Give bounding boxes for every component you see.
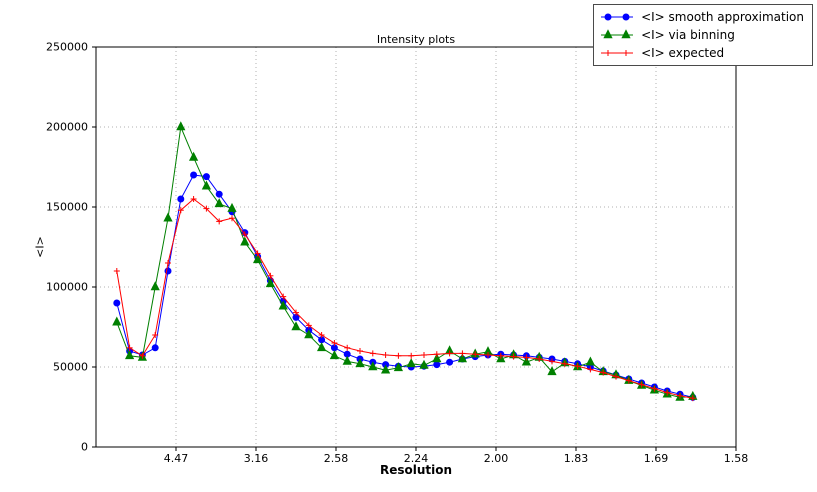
- triangle-marker-icon: [201, 180, 212, 190]
- chart-title: Intensity plots: [376, 33, 456, 46]
- triangle-marker-icon: [380, 364, 391, 374]
- triangle-marker-icon: [621, 29, 631, 39]
- y-tick-label: 150000: [46, 200, 88, 214]
- triangle-marker-icon: [265, 278, 276, 288]
- triangle-marker-icon: [188, 151, 199, 161]
- circle-marker-icon: [113, 299, 121, 307]
- triangle-marker-icon: [342, 355, 352, 365]
- legend-item: <I> via binning: [599, 26, 804, 44]
- series-line-0: [116, 174, 693, 398]
- triangle-marker-icon: [304, 329, 314, 339]
- triangle-marker-icon: [240, 236, 250, 246]
- y-tick-label: 100000: [46, 280, 88, 294]
- x-tick-label: 2.00: [483, 452, 509, 465]
- triangle-marker-icon: [150, 281, 160, 291]
- triangle-marker-icon: [163, 212, 173, 222]
- x-tick-label: 2.58: [323, 452, 349, 465]
- legend-circle-icon: [601, 13, 634, 21]
- legend-label: <I> smooth approximation: [641, 10, 804, 24]
- legend: <I> smooth approximation <I> via binning <…: [593, 4, 813, 66]
- legend-label: <I> via binning: [641, 28, 735, 42]
- circle-marker-icon: [622, 13, 630, 21]
- triangle-marker-icon: [521, 356, 532, 366]
- y-axis-label: <I>: [33, 236, 47, 258]
- series-line-2: [116, 198, 693, 399]
- x-tick-label: 2.24: [403, 452, 429, 465]
- legend-item: <I> expected: [599, 44, 804, 62]
- circle-marker-icon: [202, 173, 210, 181]
- triangle-marker-icon: [176, 121, 186, 131]
- triangle-marker-icon: [457, 353, 468, 363]
- series-line-1: [116, 125, 693, 398]
- x-tick-label: 1.83: [563, 452, 589, 465]
- circle-marker-icon: [151, 344, 159, 352]
- triangle-marker-icon: [124, 350, 135, 360]
- triangle-marker-icon: [432, 353, 442, 363]
- x-tick-label: 1.69: [643, 452, 669, 465]
- triangle-marker-icon: [329, 350, 340, 360]
- y-tick-label: 250000: [46, 40, 88, 54]
- y-tick-label: 200000: [46, 120, 88, 134]
- triangle-marker-icon: [355, 358, 365, 368]
- x-tick-label: 4.47: [163, 452, 189, 465]
- triangle-marker-icon: [419, 359, 429, 369]
- triangle-marker-icon: [252, 254, 263, 264]
- y-tick-label: 50000: [53, 360, 88, 374]
- legend-plus-icon: [601, 50, 634, 56]
- circle-marker-icon: [215, 190, 223, 198]
- triangle-marker-icon: [585, 356, 596, 366]
- triangle-marker-icon: [291, 321, 301, 331]
- x-axis-label: Resolution: [379, 463, 453, 477]
- circle-marker-icon: [177, 195, 185, 203]
- triangle-marker-icon: [547, 366, 557, 376]
- legend-triangle-icon: [601, 29, 634, 39]
- y-tick-label: 0: [81, 440, 88, 454]
- circle-marker-icon: [433, 361, 441, 369]
- triangle-marker-icon: [278, 300, 288, 310]
- legend-label: <I> expected: [641, 46, 725, 60]
- triangle-marker-icon: [393, 362, 404, 372]
- legend-item: <I> smooth approximation: [599, 8, 804, 26]
- circle-marker-icon: [604, 13, 612, 21]
- x-tick-label: 1.58: [723, 452, 749, 465]
- triangle-marker-icon: [406, 358, 416, 368]
- x-tick-label: 3.16: [243, 452, 269, 465]
- triangle-marker-icon: [368, 361, 378, 371]
- circle-marker-icon: [446, 358, 454, 366]
- triangle-marker-icon: [112, 316, 122, 326]
- triangle-marker-icon: [227, 202, 237, 212]
- triangle-marker-icon: [316, 342, 327, 352]
- triangle-marker-icon: [214, 198, 224, 208]
- circle-marker-icon: [190, 171, 198, 179]
- triangle-marker-icon: [603, 29, 613, 39]
